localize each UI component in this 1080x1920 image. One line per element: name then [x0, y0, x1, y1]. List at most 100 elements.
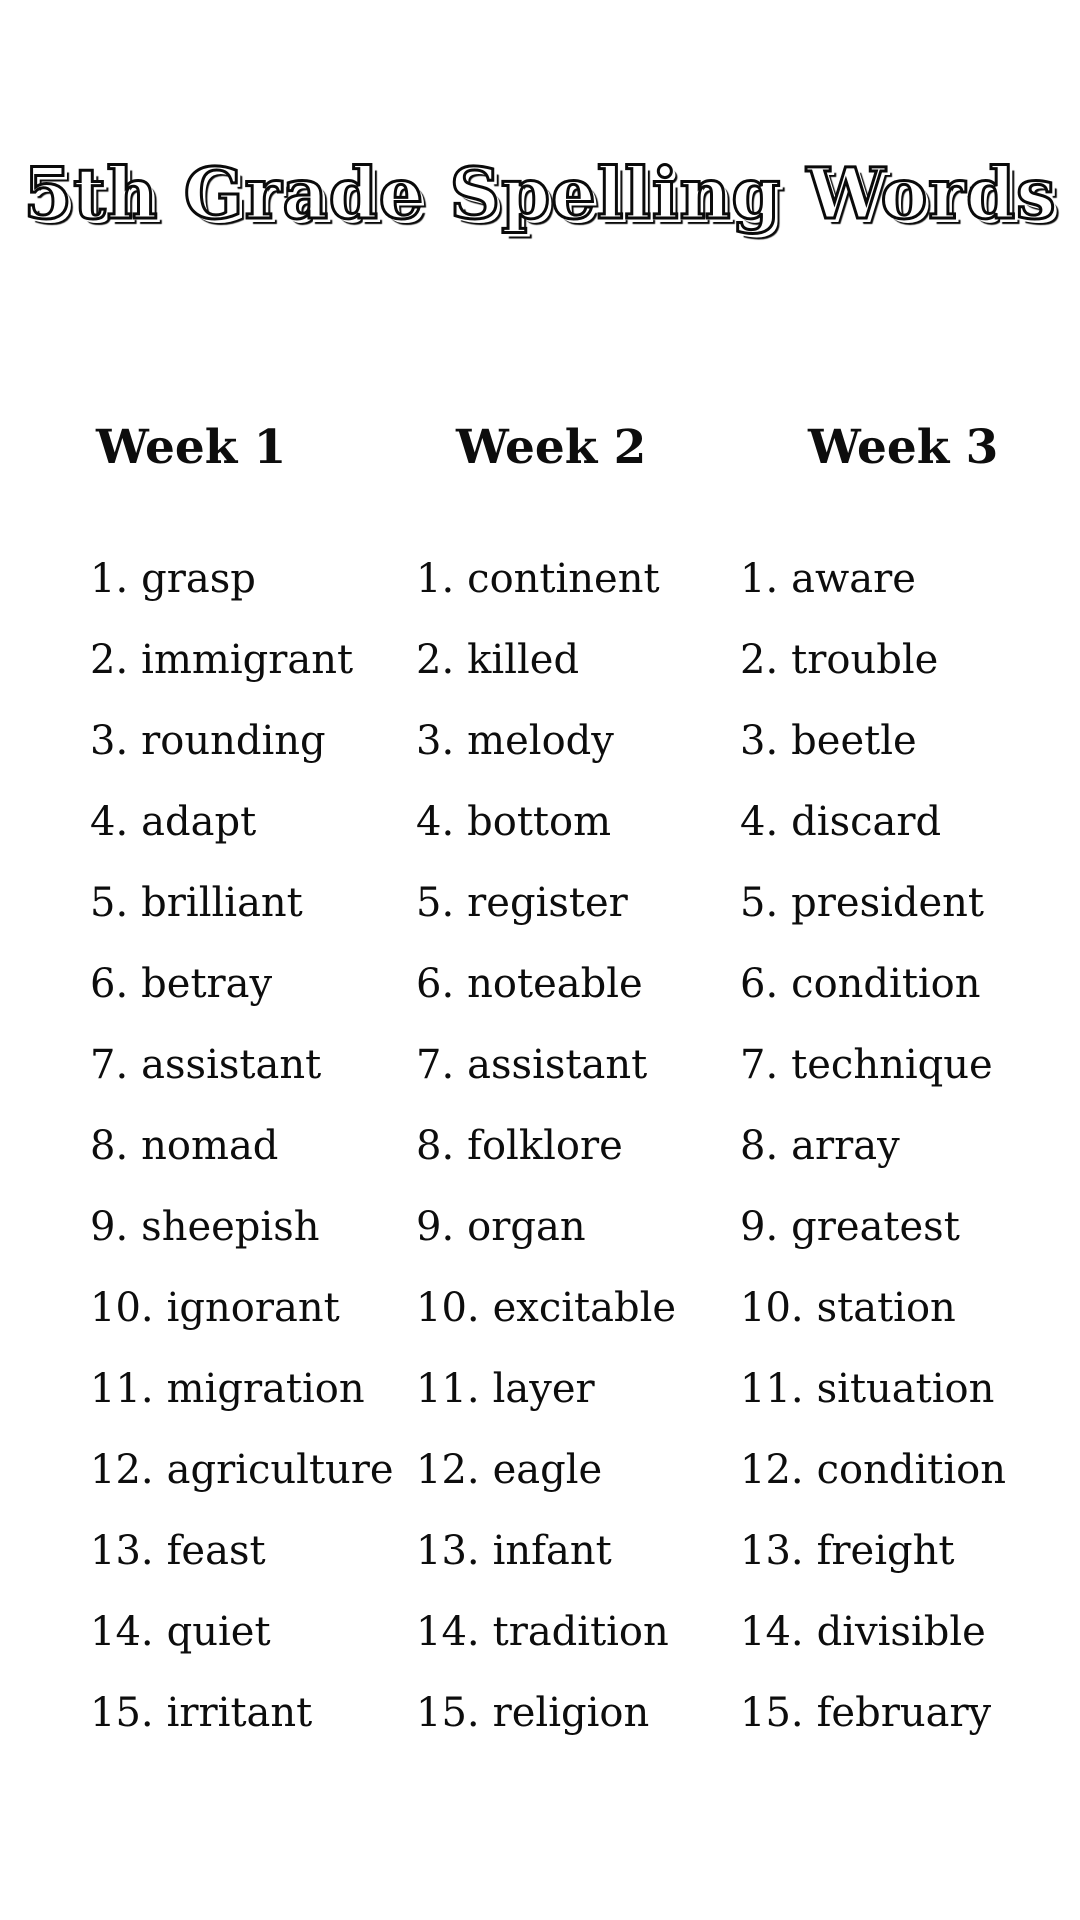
word-item: 13. feast [90, 1528, 394, 1609]
word-item: 15. religion [416, 1690, 676, 1771]
word-item: 5. brilliant [90, 880, 394, 961]
word-number: 8. [740, 1123, 779, 1169]
word-number: 2. [90, 637, 129, 683]
word-item: 13. infant [416, 1528, 676, 1609]
word-number: 13. [90, 1528, 154, 1574]
word-text: beetle [791, 718, 917, 764]
word-item: 1. grasp [90, 556, 394, 637]
word-number: 7. [416, 1042, 455, 1088]
word-item: 6. betray [90, 961, 394, 1042]
word-number: 8. [90, 1123, 129, 1169]
word-text: ignorant [166, 1285, 340, 1331]
word-text: adapt [141, 799, 257, 845]
word-text: sheepish [141, 1204, 320, 1250]
word-number: 10. [740, 1285, 804, 1331]
word-text: grasp [141, 556, 256, 602]
word-item: 10. excitable [416, 1285, 676, 1366]
word-item: 5. register [416, 880, 676, 961]
word-item: 2. killed [416, 637, 676, 718]
column-header: Week 2 [456, 420, 647, 475]
word-text: brilliant [141, 880, 303, 926]
word-number: 5. [90, 880, 129, 926]
word-text: tradition [492, 1609, 669, 1655]
word-text: betray [141, 961, 273, 1007]
word-text: melody [467, 718, 614, 764]
word-item: 6. condition [740, 961, 1006, 1042]
word-number: 5. [740, 880, 779, 926]
word-item: 7. assistant [90, 1042, 394, 1123]
column-header: Week 1 [96, 420, 287, 475]
word-text: station [816, 1285, 956, 1331]
word-number: 6. [90, 961, 129, 1007]
word-item: 2. trouble [740, 637, 1006, 718]
word-item: 3. melody [416, 718, 676, 799]
word-item: 11. situation [740, 1366, 1006, 1447]
word-number: 15. [740, 1690, 804, 1736]
word-text: greatest [791, 1204, 960, 1250]
word-text: condition [791, 961, 981, 1007]
word-text: situation [816, 1366, 995, 1412]
word-number: 3. [416, 718, 455, 764]
word-number: 13. [740, 1528, 804, 1574]
word-text: killed [467, 637, 580, 683]
word-text: february [816, 1690, 992, 1736]
word-text: bottom [467, 799, 612, 845]
word-number: 12. [90, 1447, 154, 1493]
week-column-3: Week 3 1. aware 2. trouble 3. beetle 4. discard 5… [740, 420, 1006, 1771]
word-item: 4. bottom [416, 799, 676, 880]
word-number: 11. [90, 1366, 154, 1412]
word-item: 4. discard [740, 799, 1006, 880]
word-item: 8. array [740, 1123, 1006, 1204]
word-number: 4. [90, 799, 129, 845]
word-number: 10. [416, 1285, 480, 1331]
word-text: noteable [467, 961, 643, 1007]
word-item: 3. rounding [90, 718, 394, 799]
word-number: 4. [416, 799, 455, 845]
word-item: 9. greatest [740, 1204, 1006, 1285]
word-number: 5. [416, 880, 455, 926]
word-item: 7. technique [740, 1042, 1006, 1123]
word-number: 12. [416, 1447, 480, 1493]
word-number: 14. [416, 1609, 480, 1655]
page-title: 5th Grade Spelling Words [22, 151, 1057, 237]
word-number: 12. [740, 1447, 804, 1493]
word-item: 15. february [740, 1690, 1006, 1771]
word-item: 13. freight [740, 1528, 1006, 1609]
word-text: immigrant [141, 637, 354, 683]
word-text: layer [492, 1366, 595, 1412]
word-item: 2. immigrant [90, 637, 394, 718]
word-item: 14. quiet [90, 1609, 394, 1690]
word-number: 8. [416, 1123, 455, 1169]
word-text: excitable [492, 1285, 677, 1331]
word-number: 6. [740, 961, 779, 1007]
word-item: 12. eagle [416, 1447, 676, 1528]
word-list: 1. grasp 2. immigrant 3. rounding 4. adapt 5. bri… [90, 556, 394, 1771]
word-number: 15. [416, 1690, 480, 1736]
word-text: irritant [166, 1690, 313, 1736]
word-item: 10. station [740, 1285, 1006, 1366]
word-list: 1. aware 2. trouble 3. beetle 4. discard 5. presi… [740, 556, 1006, 1771]
word-number: 14. [740, 1609, 804, 1655]
word-text: condition [816, 1447, 1006, 1493]
word-item: 8. folklore [416, 1123, 676, 1204]
word-number: 11. [416, 1366, 480, 1412]
word-number: 6. [416, 961, 455, 1007]
word-item: 1. continent [416, 556, 676, 637]
word-item: 9. organ [416, 1204, 676, 1285]
word-number: 14. [90, 1609, 154, 1655]
word-text: feast [166, 1528, 266, 1574]
word-text: assistant [141, 1042, 322, 1088]
word-text: trouble [791, 637, 939, 683]
word-text: divisible [816, 1609, 986, 1655]
word-text: folklore [467, 1123, 623, 1169]
word-number: 2. [740, 637, 779, 683]
word-item: 12. condition [740, 1447, 1006, 1528]
word-item: 9. sheepish [90, 1204, 394, 1285]
word-item: 8. nomad [90, 1123, 394, 1204]
word-number: 9. [90, 1204, 129, 1250]
word-item: 14. divisible [740, 1609, 1006, 1690]
word-item: 6. noteable [416, 961, 676, 1042]
word-number: 7. [740, 1042, 779, 1088]
